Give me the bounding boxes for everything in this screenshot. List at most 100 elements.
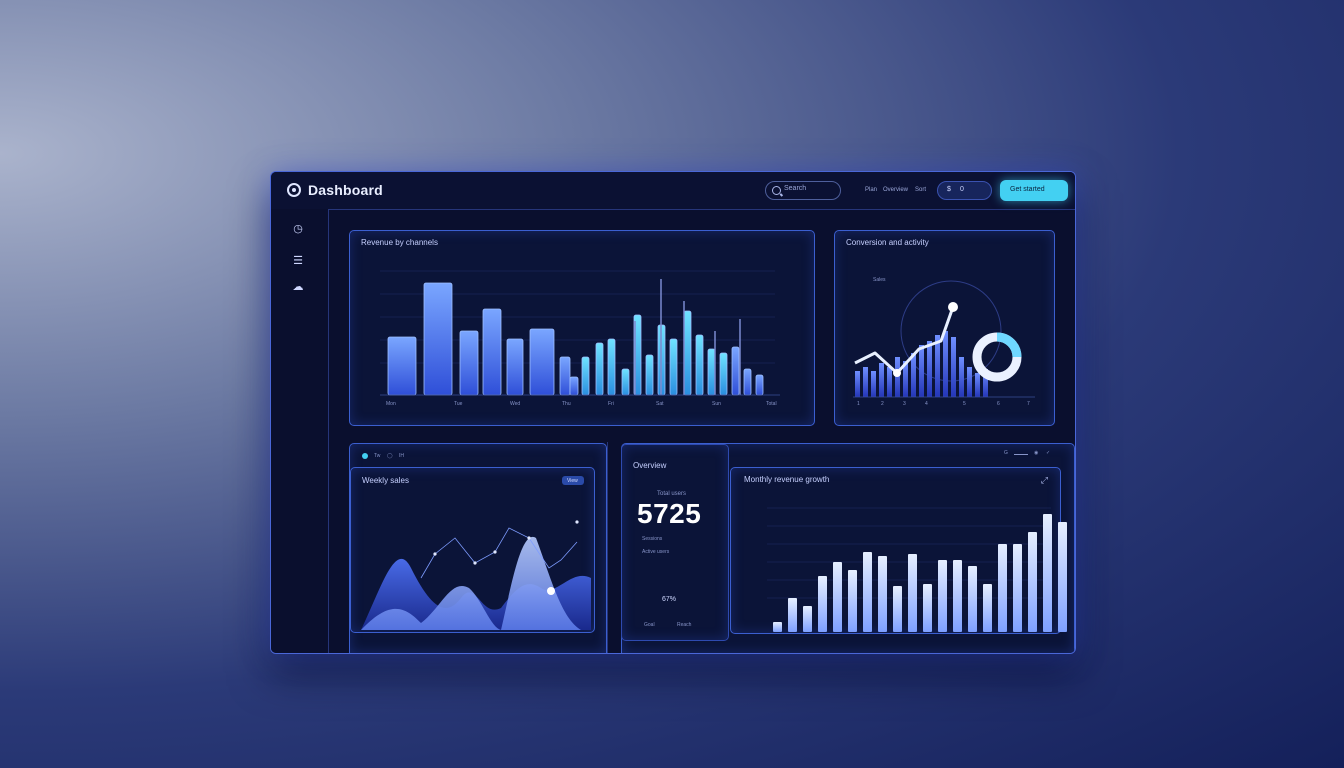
revenue-chart-panel: Revenue by channels Mon Tue Wed Thu Fri Sat Su… [349,230,815,426]
conversion-legend: Sales [873,277,886,283]
overview-title: Overview [633,461,667,470]
area-highlight [547,587,555,595]
area-chart-title: Weekly sales [362,476,409,485]
activity-bar [919,345,924,397]
filter-tab-1[interactable]: Tw [374,453,381,459]
revenue-x-label: Total [766,401,777,407]
metric-bottom-left: Goal [644,622,655,628]
revenue-x-label: Thu [562,401,571,407]
activity-bar [863,367,868,397]
cta-label: Get started [1010,186,1045,193]
conversion-x-label: 7 [1027,401,1030,407]
table-icon[interactable]: ☰ [293,255,303,267]
conversion-x-label: 2 [881,401,884,407]
conversion-x-label: 3 [903,401,906,407]
activity-bar [975,373,980,397]
area-line [420,527,578,579]
monthly-bar [818,576,827,632]
nav-link-overview[interactable]: Overview [883,187,909,193]
logo-icon [287,183,301,197]
revenue-bar [621,368,630,396]
activity-bar [935,335,940,397]
revenue-bar [743,368,752,396]
conversion-chart [853,280,1035,398]
revenue-bar [731,346,740,396]
area-point [493,550,497,554]
monthly-bar [893,586,902,632]
metric-card: Overview Total users Sessions Active use… [621,444,729,641]
monthly-bar [1028,532,1037,632]
activity-bar [951,337,956,397]
activity-bar [903,361,908,397]
activity-bar [887,367,892,397]
clock-icon[interactable]: ◷ [293,223,303,235]
monthly-bar [788,598,797,632]
monthly-bar [953,560,962,632]
conversion-x-label: 4 [925,401,928,407]
revenue-x-label: Mon [386,401,396,407]
monthly-bar [1058,522,1067,632]
shield-icon [362,453,368,459]
monthly-bar [803,606,812,632]
metric-label: Total users [657,491,687,497]
conversion-chart-title: Conversion and activity [846,238,929,247]
monthly-bar [983,584,992,632]
search-input[interactable]: Search [765,181,841,200]
monthly-bar [968,566,977,632]
monthly-revenue-title: Monthly revenue growth [744,475,830,484]
revenue-bar [669,338,678,396]
nav-link-sort[interactable]: Sort [915,187,927,193]
revenue-bar [719,352,728,396]
overview-controls[interactable]: G ◉ ✓ [1004,450,1051,456]
revenue-x-label: Sat [656,401,664,407]
search-placeholder: Search [784,185,807,192]
conversion-x-label: 1 [857,401,860,407]
activity-bar [895,357,900,397]
activity-bar [959,357,964,397]
monthly-bar [938,560,947,632]
filter-tab-2[interactable]: ◯ [387,453,393,459]
activity-bar [983,369,988,397]
revenue-bar [581,356,590,396]
conversion-x-label: 6 [997,401,1000,407]
revenue-x-label: Tue [454,401,463,407]
revenue-bar [559,356,571,396]
revenue-bar [529,328,555,396]
sidebar: ◷ ☰ ☁ [271,209,329,653]
nav-link-plan[interactable]: Plan [865,187,878,193]
metric-bottom-right: Reach [677,622,692,628]
area-chart-card: Weekly sales View [350,467,595,633]
currency-toggle[interactable]: $ 0 [937,181,992,200]
activity-bar [911,353,916,397]
monthly-bar [998,544,1007,632]
expand-icon[interactable]: ⤢ [1040,475,1048,485]
donut-segment [996,332,1022,358]
trend-line [854,306,955,375]
area-chart [361,520,591,630]
revenue-bar [506,338,524,396]
monthly-bar [1043,514,1052,632]
trend-point [948,302,958,312]
monthly-bar [848,570,857,632]
monthly-bar [1013,544,1022,632]
cta-button[interactable]: Get started [1000,180,1068,201]
revenue-x-label: Fri [608,401,614,407]
app-title: Dashboard [308,182,383,198]
metric-sub-1: Sessions [642,536,663,542]
dashboard-window: Dashboard Search Plan Overview Sort $ 0 … [270,171,1076,654]
cloud-upload-icon[interactable]: ☁ [292,281,304,293]
activity-bar [871,371,876,397]
monthly-bar-chart [767,507,1067,632]
metric-sub-2: Active users [642,549,670,555]
filter-tab-3[interactable]: IH [399,453,404,459]
view-button[interactable]: View [562,476,584,485]
monthly-bar [773,622,782,632]
area-series [361,536,581,630]
area-point [527,536,531,540]
top-bar: Dashboard Search Plan Overview Sort $ 0 … [271,172,1075,210]
monthly-bar [908,554,917,632]
revenue-bar [645,354,654,396]
activity-bar [855,371,860,397]
area-point [433,552,437,556]
monthly-bar [833,562,842,632]
